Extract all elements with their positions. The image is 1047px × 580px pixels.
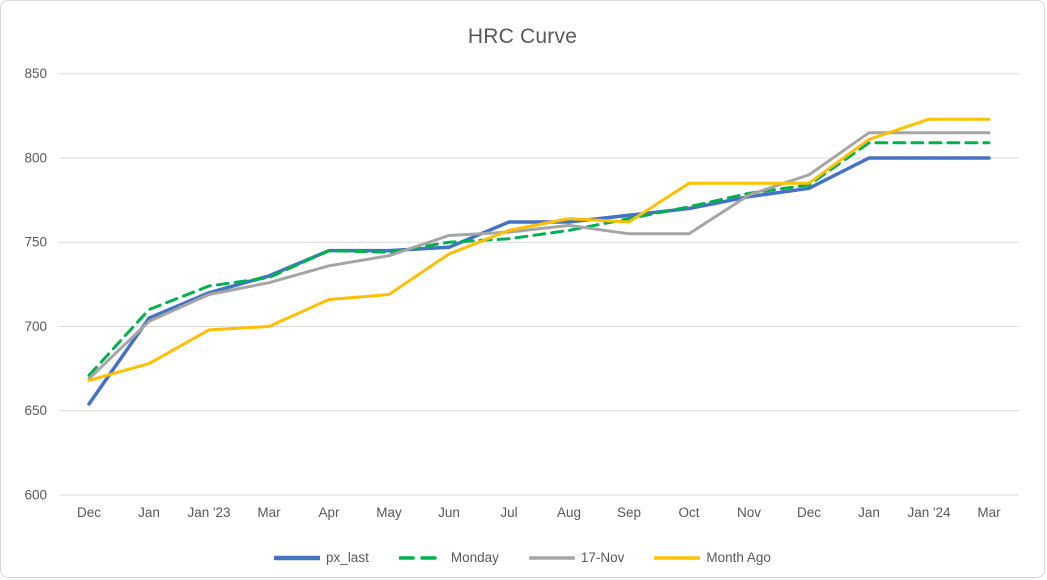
x-axis-category-label: Dec [797,505,821,520]
x-axis-category-label: May [376,505,402,520]
legend-label: Month Ago [706,550,771,565]
legend-item-monday[interactable]: Monday [398,550,499,565]
legend-item-month-ago[interactable]: Month Ago [654,550,771,565]
x-axis-category-label: Nov [737,505,761,520]
legend-line-sample [398,555,445,560]
x-axis-category-label: Dec [77,505,101,520]
legend-label: Monday [450,550,499,565]
x-axis-category-label: Aug [557,505,581,520]
y-axis-tick-label: 600 [24,488,47,503]
x-axis-category-label: Apr [318,505,340,520]
legend-line-sample [654,555,701,560]
series-line-px_last [87,156,991,406]
x-axis-category-label: Jan '23 [187,505,230,520]
y-axis-tick-label: 850 [24,66,47,81]
x-axis-category-label: Jul [500,505,517,520]
y-axis-tick-label: 800 [24,150,47,165]
x-axis-category-label: Sep [617,505,641,520]
x-axis-category-label: Mar [977,505,1001,520]
legend-item-px_last[interactable]: px_last [274,550,369,565]
legend-line-sample [528,555,575,560]
chart-title: HRC Curve [467,25,578,48]
x-axis-category-label: Oct [678,505,699,520]
y-axis-tick-label: 750 [24,235,47,250]
x-axis-category-label: Jan [858,505,880,520]
x-axis-category-label: Jan '24 [907,505,951,520]
x-axis-category-label: Jan [138,505,160,520]
x-axis-category-label: Jun [438,505,460,520]
x-axis-category-label: Mar [257,505,281,520]
legend-line-sample [274,555,321,560]
series-line-17-nov [87,131,991,381]
legend-item-17-nov[interactable]: 17-Nov [528,550,625,565]
y-axis-tick-label: 700 [24,319,47,334]
series-line-month-ago [87,117,991,382]
legend-label: px_last [326,550,369,565]
series-line-monday [87,141,991,377]
legend: px_last Monday 17-Nov Month Ago [1,550,1044,565]
y-axis-tick-label: 650 [24,403,47,418]
legend-label: 17-Nov [580,550,625,565]
